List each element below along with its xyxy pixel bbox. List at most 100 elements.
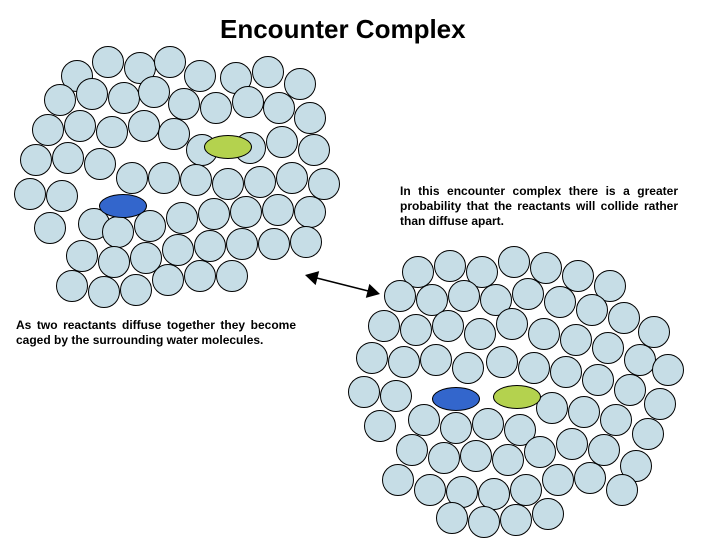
water-molecule (200, 92, 232, 124)
water-molecule (232, 86, 264, 118)
water-molecule (556, 428, 588, 460)
water-molecule (98, 246, 130, 278)
caption-diffuse-caged: As two reactants diffuse together they b… (16, 318, 296, 348)
water-molecule (532, 498, 564, 530)
water-molecule (88, 276, 120, 308)
water-molecule (576, 294, 608, 326)
water-molecule (606, 474, 638, 506)
water-molecule (252, 56, 284, 88)
water-molecule (148, 162, 180, 194)
water-molecule (448, 280, 480, 312)
water-molecule (500, 504, 532, 536)
water-molecule (120, 274, 152, 306)
water-molecule (184, 260, 216, 292)
water-molecule (638, 316, 670, 348)
water-molecule (436, 502, 468, 534)
water-molecule (180, 164, 212, 196)
water-molecule (102, 216, 134, 248)
water-molecule (600, 404, 632, 436)
page-title: Encounter Complex (220, 14, 466, 45)
water-molecule (492, 444, 524, 476)
caption-encounter-complex: In this encounter complex there is a gre… (400, 184, 678, 229)
water-molecule (84, 148, 116, 180)
water-molecule (632, 418, 664, 450)
water-molecule (64, 110, 96, 142)
water-molecule (432, 310, 464, 342)
reactant-a (204, 135, 252, 159)
water-molecule (258, 228, 290, 260)
water-molecule (574, 462, 606, 494)
water-molecule (568, 396, 600, 428)
water-molecule (162, 234, 194, 266)
water-molecule (46, 180, 78, 212)
water-molecule (498, 246, 530, 278)
water-molecule (382, 464, 414, 496)
water-molecule (116, 162, 148, 194)
water-molecule (588, 434, 620, 466)
water-molecule (614, 374, 646, 406)
water-molecule (14, 178, 46, 210)
water-molecule (20, 144, 52, 176)
water-molecule (198, 198, 230, 230)
water-molecule (472, 408, 504, 440)
water-molecule (428, 442, 460, 474)
water-molecule (468, 506, 500, 538)
water-molecule (34, 212, 66, 244)
water-molecule (166, 202, 198, 234)
water-molecule (348, 376, 380, 408)
water-molecule (92, 46, 124, 78)
water-molecule (216, 260, 248, 292)
water-molecule (396, 434, 428, 466)
water-molecule (194, 230, 226, 262)
water-molecule (486, 346, 518, 378)
water-molecule (56, 270, 88, 302)
reactant-a (493, 385, 541, 409)
reactant-b (432, 387, 480, 411)
water-molecule (76, 78, 108, 110)
water-molecule (560, 324, 592, 356)
water-molecule (184, 60, 216, 92)
water-molecule (96, 116, 128, 148)
water-molecule (524, 436, 556, 468)
water-molecule (544, 286, 576, 318)
water-molecule (550, 356, 582, 388)
water-molecule (262, 194, 294, 226)
water-molecule (32, 114, 64, 146)
water-molecule (212, 168, 244, 200)
water-molecule (608, 302, 640, 334)
water-molecule (52, 142, 84, 174)
water-molecule (368, 310, 400, 342)
water-molecule (464, 318, 496, 350)
water-molecule (294, 196, 326, 228)
water-molecule (440, 412, 472, 444)
water-molecule (592, 332, 624, 364)
water-molecule (380, 380, 412, 412)
water-molecule (364, 410, 396, 442)
water-molecule (528, 318, 560, 350)
water-molecule (460, 440, 492, 472)
water-molecule (168, 88, 200, 120)
water-molecule (244, 166, 276, 198)
water-molecule (158, 118, 190, 150)
water-molecule (384, 280, 416, 312)
water-molecule (356, 342, 388, 374)
water-molecule (263, 92, 295, 124)
water-molecule (108, 82, 140, 114)
water-molecule (388, 346, 420, 378)
water-molecule (420, 344, 452, 376)
water-molecule (276, 162, 308, 194)
water-molecule (128, 110, 160, 142)
water-molecule (582, 364, 614, 396)
water-molecule (542, 464, 574, 496)
water-molecule (66, 240, 98, 272)
water-molecule (138, 76, 170, 108)
water-molecule (652, 354, 684, 386)
water-molecule (400, 314, 432, 346)
water-molecule (308, 168, 340, 200)
reactant-b (99, 194, 147, 218)
water-molecule (290, 226, 322, 258)
water-molecule (408, 404, 440, 436)
water-molecule (226, 228, 258, 260)
water-molecule (452, 352, 484, 384)
water-molecule (414, 474, 446, 506)
